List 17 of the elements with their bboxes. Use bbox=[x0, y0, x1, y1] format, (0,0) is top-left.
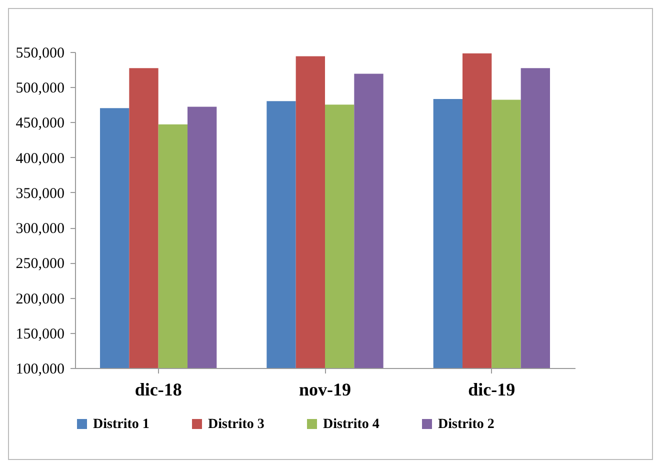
legend-label: Distrito 2 bbox=[438, 417, 494, 432]
y-tick-label: 550,000 bbox=[16, 46, 64, 62]
y-tick-label: 350,000 bbox=[16, 186, 64, 202]
legend-label: Distrito 3 bbox=[208, 417, 264, 432]
y-tick-label: 150,000 bbox=[16, 326, 64, 342]
x-tick-label: dic-19 bbox=[468, 380, 516, 400]
y-tick-label: 200,000 bbox=[16, 291, 64, 308]
legend-label: Distrito 4 bbox=[323, 417, 380, 432]
y-tick-label: 400,000 bbox=[16, 150, 64, 167]
y-tick-label: 250,000 bbox=[16, 256, 64, 272]
y-tick-label: 300,000 bbox=[16, 221, 64, 238]
y-tick-label: 450,000 bbox=[16, 116, 64, 132]
legend-label: Distrito 1 bbox=[93, 417, 150, 432]
x-tick-label: dic-18 bbox=[134, 380, 182, 400]
y-tick-label: 500,000 bbox=[16, 80, 64, 97]
y-tick-label: 100,000 bbox=[16, 362, 64, 378]
x-tick-label: nov-19 bbox=[298, 380, 352, 400]
